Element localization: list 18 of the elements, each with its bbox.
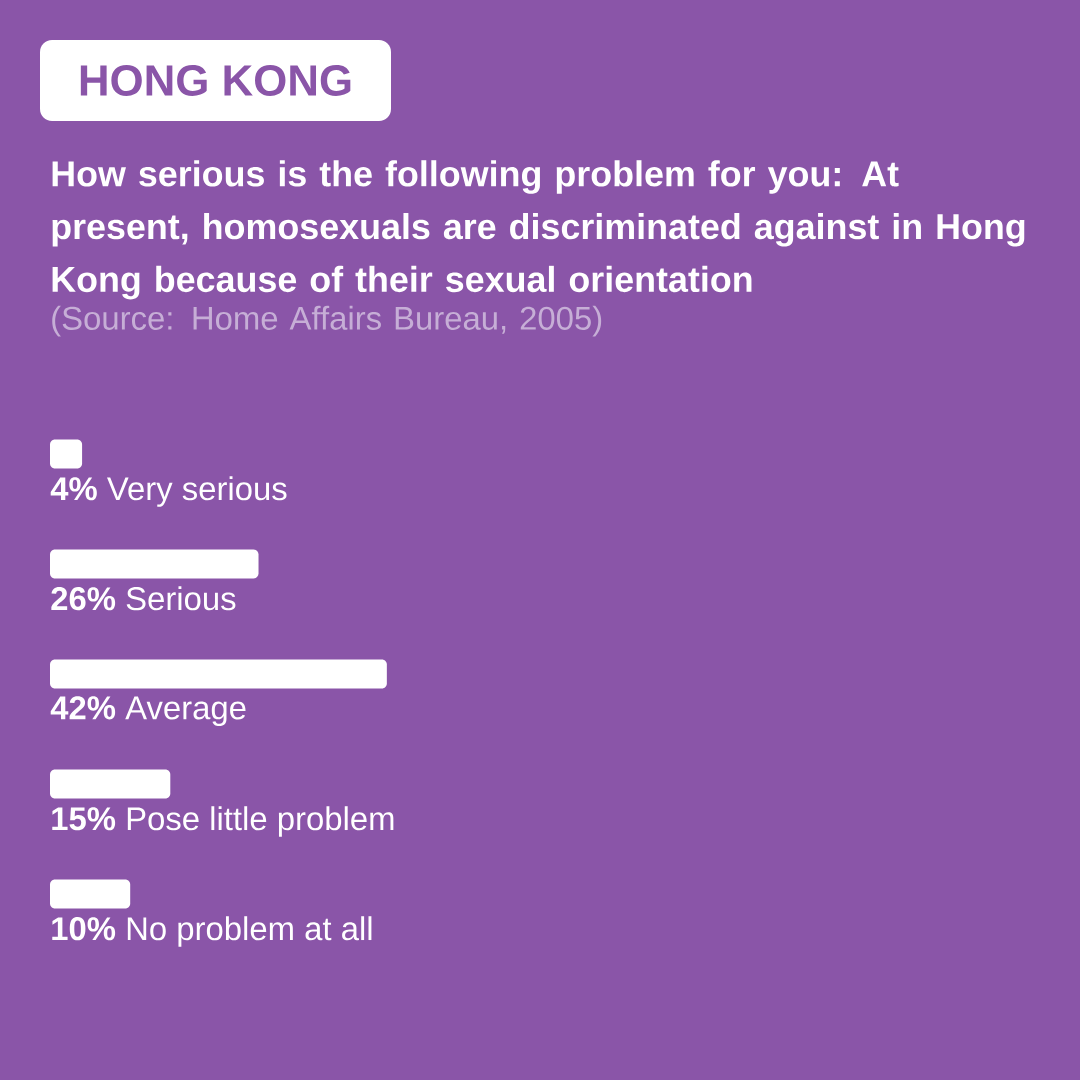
- y-tick-label: Very serious: [106, 476, 287, 507]
- y-tick-label: Average: [125, 696, 246, 726]
- y-tick-label: No problem at all: [127, 916, 372, 947]
- y-tick-label: Serious: [126, 586, 236, 611]
- bar: [50, 879, 131, 909]
- data-label: 26%: [51, 587, 116, 611]
- bar: [50, 769, 171, 799]
- data-label: 42%: [50, 696, 116, 720]
- bar: [50, 549, 259, 579]
- bar: [50, 659, 387, 689]
- text: (Source: Home Affairs Bureau, 2005): [52, 305, 602, 337]
- data-label: 4%: [50, 477, 97, 501]
- data-label: 10%: [52, 917, 116, 941]
- y-tick-label: Pose little problem: [127, 806, 394, 837]
- bar: [50, 439, 83, 469]
- chart-subtitle: HONG KONG: [80, 64, 351, 97]
- data-label: 15%: [52, 807, 116, 831]
- text: How serious is the following problem for you: At present, homosexuals are discriminated against in Hong Kong because of their sexual orientation: [52, 160, 1025, 300]
